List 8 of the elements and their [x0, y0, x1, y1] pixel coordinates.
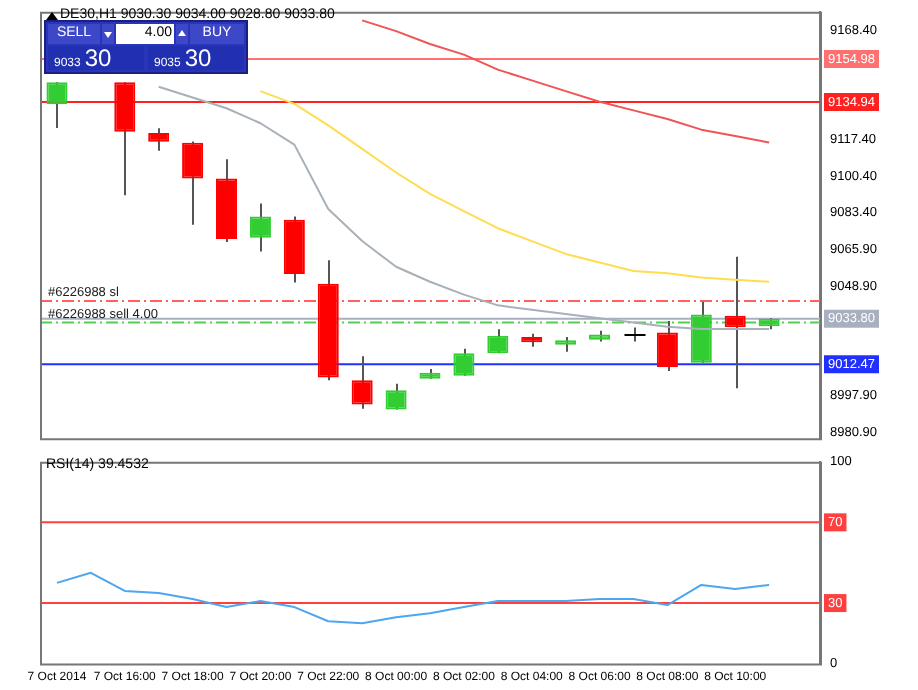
candlestick — [690, 300, 712, 364]
candlestick — [724, 255, 746, 390]
candlestick — [623, 326, 647, 343]
candlestick — [182, 140, 204, 226]
annotation: 30 — [184, 44, 212, 72]
candlestick — [148, 127, 170, 152]
annotation: 30 — [84, 44, 112, 72]
candlestick — [114, 81, 136, 197]
